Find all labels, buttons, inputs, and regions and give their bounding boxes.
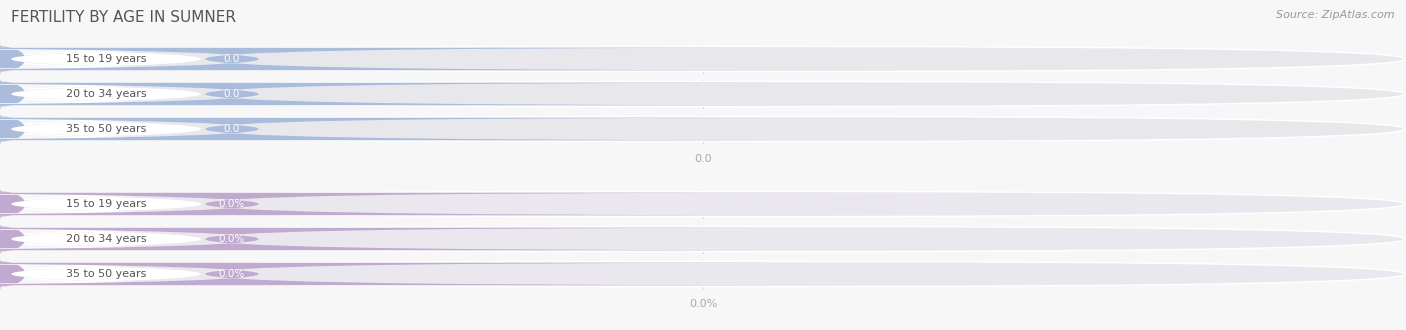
Text: 0.0%: 0.0%: [219, 199, 245, 209]
Ellipse shape: [0, 226, 25, 251]
FancyBboxPatch shape: [0, 228, 574, 250]
FancyBboxPatch shape: [1, 191, 1405, 216]
Ellipse shape: [0, 191, 25, 216]
Text: 0.0%: 0.0%: [689, 299, 717, 309]
Text: 35 to 50 years: 35 to 50 years: [66, 269, 146, 279]
Text: 0.0: 0.0: [224, 89, 240, 99]
FancyBboxPatch shape: [0, 48, 574, 70]
FancyBboxPatch shape: [1, 47, 1405, 72]
Ellipse shape: [0, 82, 25, 107]
FancyBboxPatch shape: [0, 48, 768, 70]
FancyBboxPatch shape: [0, 118, 574, 140]
Text: Source: ZipAtlas.com: Source: ZipAtlas.com: [1277, 10, 1395, 20]
Text: 0.0%: 0.0%: [219, 269, 245, 279]
Ellipse shape: [0, 261, 25, 286]
FancyBboxPatch shape: [0, 193, 768, 215]
FancyBboxPatch shape: [0, 118, 768, 140]
FancyBboxPatch shape: [0, 263, 768, 285]
FancyBboxPatch shape: [0, 83, 768, 105]
Ellipse shape: [0, 47, 25, 72]
Text: 20 to 34 years: 20 to 34 years: [66, 234, 146, 244]
Text: FERTILITY BY AGE IN SUMNER: FERTILITY BY AGE IN SUMNER: [11, 10, 236, 25]
FancyBboxPatch shape: [1, 116, 1405, 142]
Text: 0.0: 0.0: [224, 124, 240, 134]
Text: 20 to 34 years: 20 to 34 years: [66, 89, 146, 99]
FancyBboxPatch shape: [0, 193, 574, 215]
Ellipse shape: [0, 116, 25, 142]
Text: 15 to 19 years: 15 to 19 years: [66, 199, 146, 209]
FancyBboxPatch shape: [1, 82, 1405, 107]
Text: 0.0%: 0.0%: [219, 234, 245, 244]
FancyBboxPatch shape: [0, 263, 574, 285]
Text: 0.0: 0.0: [224, 54, 240, 64]
FancyBboxPatch shape: [1, 226, 1405, 251]
FancyBboxPatch shape: [0, 83, 574, 105]
FancyBboxPatch shape: [0, 228, 768, 250]
Text: 15 to 19 years: 15 to 19 years: [66, 54, 146, 64]
Text: 35 to 50 years: 35 to 50 years: [66, 124, 146, 134]
FancyBboxPatch shape: [1, 261, 1405, 286]
Text: 0.0: 0.0: [695, 154, 711, 164]
